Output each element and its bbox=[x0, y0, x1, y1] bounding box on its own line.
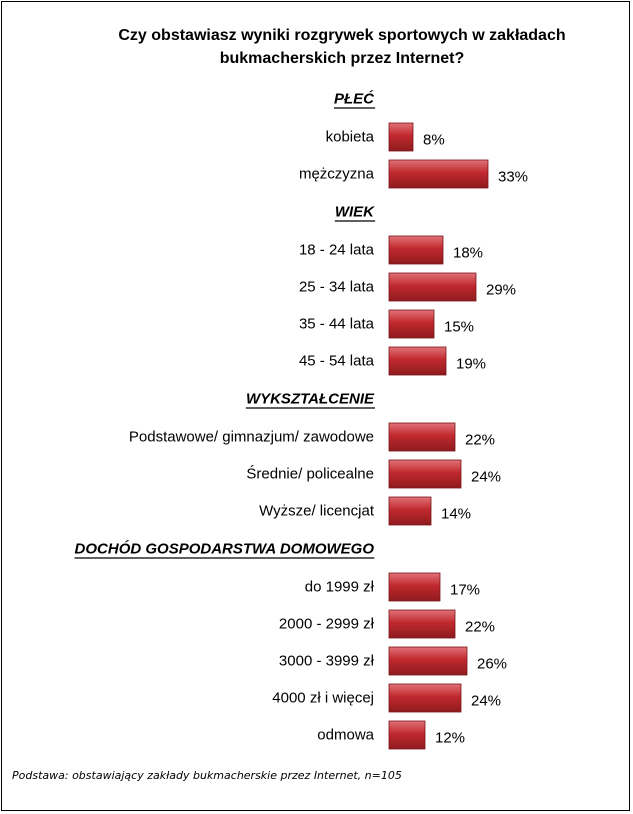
bar bbox=[388, 646, 468, 676]
category-label: 4000 zł i więcej bbox=[272, 690, 374, 707]
category-label: 2000 - 2999 zł bbox=[279, 616, 375, 633]
data-label: 22% bbox=[465, 619, 495, 636]
data-label: 26% bbox=[477, 656, 507, 673]
category-label: 35 - 44 lata bbox=[299, 316, 375, 333]
category-label: kobieta bbox=[326, 129, 375, 146]
bar bbox=[388, 122, 414, 152]
chart-footnote: Podstawa: obstawiający zakłady bukmacher… bbox=[12, 769, 402, 782]
category-label: do 1999 zł bbox=[305, 579, 375, 596]
data-label: 19% bbox=[456, 356, 486, 373]
data-label: 33% bbox=[498, 169, 528, 186]
data-label: 24% bbox=[471, 693, 501, 710]
bar bbox=[388, 459, 462, 489]
category-label: Podstawowe/ gimnazjum/ zawodowe bbox=[129, 429, 374, 446]
data-label: 24% bbox=[471, 469, 501, 486]
bar bbox=[388, 572, 441, 602]
data-label: 15% bbox=[444, 319, 474, 336]
category-label: Wyższe/ licencjat bbox=[259, 503, 375, 520]
data-label: 14% bbox=[441, 506, 471, 523]
data-label: 22% bbox=[465, 432, 495, 449]
category-label: mężczyzna bbox=[299, 166, 375, 183]
bar bbox=[388, 159, 489, 189]
data-label: 12% bbox=[435, 730, 465, 747]
category-label: odmowa bbox=[317, 727, 374, 744]
bar bbox=[388, 720, 426, 750]
bar bbox=[388, 346, 447, 376]
category-label: Średnie/ policealne bbox=[246, 465, 374, 483]
bar bbox=[388, 683, 462, 713]
category-label: 3000 - 3999 zł bbox=[279, 653, 375, 670]
category-label: 45 - 54 lata bbox=[299, 353, 375, 370]
group-header: WIEK bbox=[335, 204, 375, 221]
group-header: PŁEĆ bbox=[334, 90, 375, 108]
bar bbox=[388, 272, 477, 302]
data-label: 17% bbox=[450, 582, 480, 599]
data-label: 18% bbox=[453, 245, 483, 262]
bar bbox=[388, 422, 456, 452]
bar bbox=[388, 235, 444, 265]
bar bbox=[388, 496, 432, 526]
data-label: 8% bbox=[423, 132, 445, 149]
data-label: 29% bbox=[486, 282, 516, 299]
bar bbox=[388, 309, 435, 339]
group-header: WYKSZTAŁCENIE bbox=[246, 391, 375, 408]
category-label: 18 - 24 lata bbox=[299, 242, 375, 259]
bar bbox=[388, 609, 456, 639]
chart-title: Czy obstawiasz wyniki rozgrywek sportowy… bbox=[118, 27, 566, 67]
group-header: DOCHÓD GOSPODARSTWA DOMOWEGO bbox=[75, 540, 375, 558]
category-label: 25 - 34 lata bbox=[299, 279, 375, 296]
